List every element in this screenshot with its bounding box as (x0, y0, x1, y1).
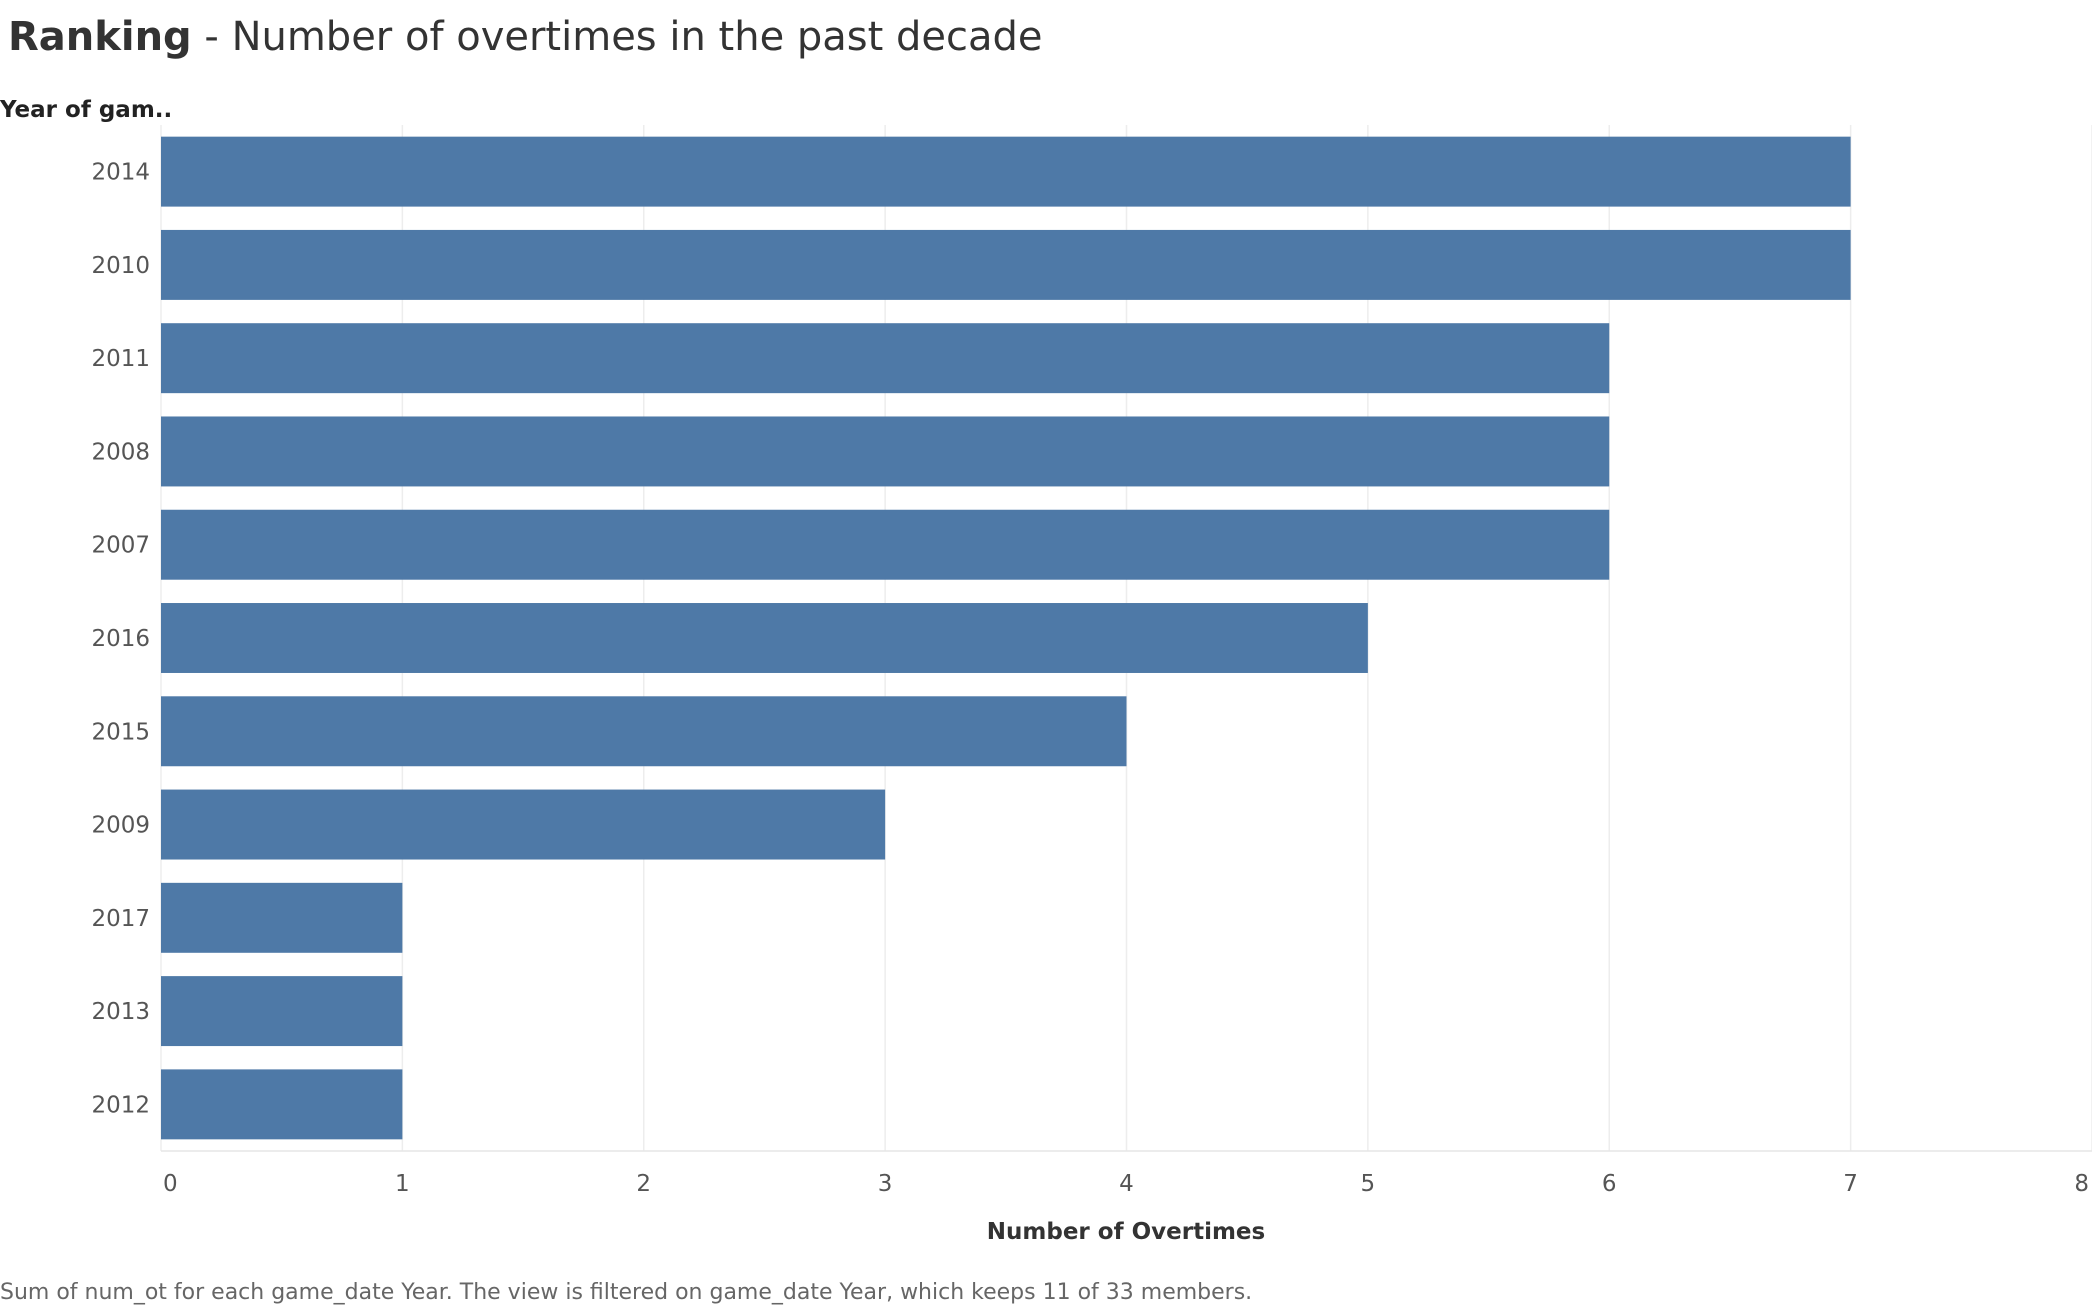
x-axis-title: Number of Overtimes (987, 1219, 1265, 1245)
y-tick-labels: 2014 2010 2011 2008 2007 2016 2015 2009 2017 2013… (91, 160, 150, 1119)
y-tick-label-2008: 2008 (91, 439, 150, 465)
bar-2009[interactable] (161, 789, 886, 860)
y-tick-label-2015: 2015 (91, 719, 150, 745)
y-tick-label-2009: 2009 (91, 813, 150, 839)
bar-2013[interactable] (161, 976, 403, 1047)
bar-2014[interactable] (161, 136, 1851, 207)
y-tick-label-2011: 2011 (91, 346, 150, 372)
x-tick-label-7: 7 (1843, 1171, 1858, 1197)
y-tick-label-2014: 2014 (91, 160, 150, 186)
bar-2015[interactable] (161, 696, 1127, 767)
bar-2007[interactable] (161, 509, 1610, 580)
y-axis-title: Year of gam.. (0, 97, 172, 123)
bar-2017[interactable] (161, 882, 403, 953)
x-tick-label-5: 5 (1361, 1171, 1376, 1197)
bar-2012[interactable] (161, 1069, 403, 1140)
x-tick-label-3: 3 (878, 1171, 893, 1197)
x-tick-label-6: 6 (1602, 1171, 1617, 1197)
x-tick-label-4: 4 (1119, 1171, 1134, 1197)
y-tick-label-2016: 2016 (91, 626, 150, 652)
x-tick-label-1: 1 (395, 1171, 410, 1197)
x-tick-label-8: 8 (2074, 1171, 2089, 1197)
bar-2016[interactable] (161, 603, 1368, 673)
y-tick-label-2017: 2017 (91, 906, 150, 932)
chart-title-bold: Ranking (8, 14, 192, 60)
x-tick-label-2: 2 (636, 1171, 651, 1197)
chart-caption: Sum of num_ot for each game_date Year. T… (0, 1280, 1253, 1305)
y-tick-label-2010: 2010 (91, 253, 150, 279)
chart-title-rest: - Number of overtimes in the past decade (191, 14, 1043, 60)
bars (161, 136, 1851, 1140)
chart-title: Ranking - Number of overtimes in the pas… (8, 14, 1043, 60)
y-tick-label-2013: 2013 (91, 999, 150, 1025)
bar-2010[interactable] (161, 229, 1851, 300)
y-tick-label-2007: 2007 (91, 533, 150, 559)
bar-2008[interactable] (161, 416, 1610, 487)
x-tick-labels: 0 1 2 3 4 5 6 7 8 (163, 1171, 2089, 1197)
y-tick-label-2012: 2012 (91, 1092, 150, 1118)
x-tick-label-0: 0 (163, 1171, 178, 1197)
bar-2011[interactable] (161, 323, 1610, 394)
